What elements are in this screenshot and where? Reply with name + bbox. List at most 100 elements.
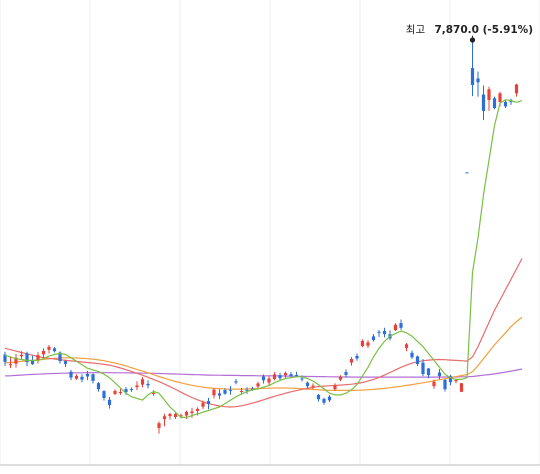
- candle-body: [289, 374, 293, 377]
- candle: [443, 379, 447, 392]
- candle: [503, 100, 508, 108]
- candle: [487, 86, 491, 111]
- candle: [239, 388, 244, 394]
- candle-body: [25, 353, 29, 363]
- candle-body: [437, 372, 442, 377]
- candle-body: [404, 344, 409, 348]
- candle: [80, 374, 84, 383]
- candle-body: [135, 385, 139, 388]
- candle-body: [415, 356, 420, 364]
- candle: [377, 330, 381, 337]
- candle-body: [360, 340, 365, 347]
- candle: [344, 369, 348, 378]
- candle: [404, 342, 409, 352]
- candle-body: [52, 348, 57, 352]
- candle: [201, 400, 205, 410]
- ma-line-5: [4, 99, 523, 418]
- candle-body: [278, 375, 282, 379]
- candle-body: [190, 411, 194, 414]
- candle-body: [162, 416, 167, 420]
- candle-body: [91, 374, 95, 381]
- candle: [283, 371, 288, 379]
- candle-body: [41, 350, 46, 355]
- candle-body: [96, 383, 101, 390]
- candle: [217, 389, 222, 400]
- candle: [366, 340, 370, 348]
- candle-body: [239, 391, 244, 392]
- candle-body: [63, 361, 68, 364]
- candle-body: [476, 78, 480, 83]
- ma-line-long: [4, 316, 523, 391]
- candle-body: [69, 371, 73, 378]
- candle-body: [14, 357, 18, 364]
- candle-body: [294, 374, 299, 376]
- candle: [355, 353, 359, 361]
- candle: [393, 323, 398, 332]
- candle: [25, 351, 29, 367]
- candles: [3, 35, 519, 434]
- candle-body: [234, 381, 238, 383]
- ma-line-mid: [4, 258, 523, 408]
- candle-body: [168, 413, 172, 417]
- candle-body: [140, 379, 145, 385]
- candle: [476, 71, 480, 97]
- candle-body: [3, 354, 7, 362]
- candle-body: [448, 376, 453, 383]
- candle-body: [487, 89, 491, 100]
- candle: [228, 386, 233, 395]
- candle: [333, 383, 337, 391]
- candle-body: [256, 383, 260, 387]
- candle-body: [124, 389, 128, 393]
- candle: [234, 379, 238, 385]
- candle-body: [212, 389, 216, 396]
- candle-body: [503, 101, 508, 107]
- candle-body: [393, 324, 398, 331]
- candle: [256, 381, 260, 389]
- candle: [349, 357, 354, 366]
- candle-body: [366, 342, 370, 346]
- candle: [96, 381, 101, 392]
- candle: [399, 319, 403, 330]
- candle-body: [173, 414, 178, 417]
- candle-body: [426, 368, 431, 376]
- candle: [360, 339, 365, 348]
- candle: [421, 359, 425, 377]
- candle: [338, 375, 343, 382]
- candle-body: [316, 394, 321, 400]
- candle: [107, 397, 112, 409]
- candle-body: [454, 380, 458, 382]
- candle-body: [8, 364, 13, 366]
- candle: [41, 348, 46, 359]
- candle-body: [349, 359, 354, 363]
- candle-body: [102, 391, 106, 398]
- candle: [162, 413, 167, 427]
- ma-line-short: [4, 99, 523, 418]
- candle: [289, 371, 293, 378]
- candle: [327, 395, 332, 403]
- candle-body: [481, 94, 486, 111]
- candle: [36, 352, 40, 364]
- ma-line-20: [4, 258, 523, 408]
- candle: [91, 373, 95, 384]
- candle-body: [74, 375, 79, 379]
- candle: [316, 393, 321, 402]
- candle-body: [129, 388, 134, 390]
- candle: [322, 397, 326, 405]
- candle: [305, 381, 310, 389]
- candle-body: [470, 68, 475, 85]
- candle: [509, 98, 513, 105]
- candle: [113, 389, 117, 396]
- candle-body: [322, 398, 326, 403]
- candle: [129, 387, 134, 392]
- candle: [146, 380, 150, 389]
- candle-body: [19, 354, 24, 357]
- candle-body: [267, 378, 271, 383]
- candle: [426, 367, 431, 379]
- candle-body: [223, 390, 227, 394]
- candle-body: [201, 402, 205, 407]
- candle: [492, 96, 497, 110]
- candle: [85, 370, 90, 381]
- candle-body: [195, 408, 200, 411]
